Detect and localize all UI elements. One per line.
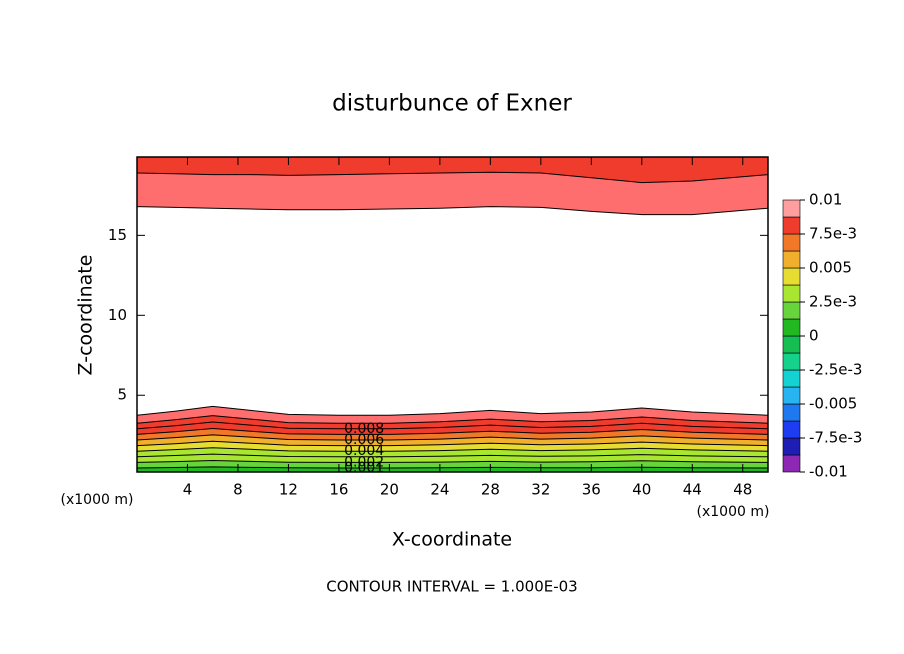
- colorbar-box: [782, 437, 801, 456]
- x-tick-label: 4: [183, 481, 193, 499]
- contour-label: 0.004: [344, 443, 384, 459]
- contour-fill: [137, 172, 768, 215]
- colorbar-box: [782, 335, 801, 354]
- x-tick-label: 48: [733, 481, 752, 499]
- y-tick-label: 10: [108, 306, 127, 324]
- contour-fill: [137, 157, 768, 183]
- colorbar-tick-label: 0: [809, 327, 819, 345]
- contour-fill: [137, 454, 768, 463]
- footnote: CONTOUR INTERVAL = 1.000E-03: [326, 578, 577, 596]
- contour-line: [137, 171, 768, 184]
- colorbar-box: [782, 233, 801, 252]
- contour-label: 0.001: [344, 460, 384, 476]
- contour-label: 0.008: [344, 421, 384, 437]
- x-tick-label: 40: [632, 481, 651, 499]
- colorbar-box: [782, 420, 801, 439]
- contour-fill: [137, 422, 768, 435]
- colorbar-box: [782, 199, 801, 218]
- plot-frame: [136, 156, 769, 473]
- colorbar-tick-label: 2.5e-3: [809, 293, 857, 311]
- colorbar-box: [782, 284, 801, 303]
- colorbar-tick-label: -0.01: [809, 463, 848, 481]
- colorbar-box: [782, 386, 801, 405]
- x-tick-label: 32: [531, 481, 550, 499]
- y-axis-label: Z-coordinate: [75, 255, 97, 376]
- colorbar-box: [782, 216, 801, 235]
- colorbar-box: [782, 369, 801, 388]
- x-tick-label: 12: [279, 481, 298, 499]
- contour-line: [137, 415, 768, 424]
- colorbar-tick-label: 0.005: [809, 259, 852, 277]
- y-tick-label: 15: [108, 226, 127, 244]
- contour-line: [137, 206, 768, 216]
- colorbar-box: [782, 454, 801, 473]
- contour-line: [137, 405, 768, 416]
- contour-label: 0.002: [344, 454, 384, 470]
- y-tick-label: 5: [117, 386, 127, 404]
- contour-line: [137, 434, 768, 441]
- colorbar-box: [782, 301, 801, 320]
- colorbar-box: [782, 352, 801, 371]
- colorbar-tick-label: -2.5e-3: [809, 361, 862, 379]
- x-tick-label: 24: [430, 481, 449, 499]
- contour-line: [137, 427, 768, 435]
- x-tick-label: 8: [233, 481, 243, 499]
- x-tick-label: 16: [329, 481, 348, 499]
- colorbar-box: [782, 318, 801, 337]
- colorbar-tick-label: -7.5e-3: [809, 429, 862, 447]
- contour-line: [137, 421, 768, 430]
- contour-line: [137, 459, 768, 463]
- colorbar-tick-label: 0.01: [809, 191, 842, 209]
- contour-label: 0.006: [344, 432, 384, 448]
- contour-fill: [137, 415, 768, 429]
- contour-line: [137, 466, 768, 469]
- colorbar-tick-label: -0.005: [809, 395, 857, 413]
- x-unit-label: (x1000 m): [61, 492, 134, 508]
- colorbar-box: [782, 267, 801, 286]
- chart-title: disturbunce of Exner: [332, 91, 572, 117]
- x-tick-label: 28: [481, 481, 500, 499]
- contour-line: [137, 440, 768, 447]
- contour-line: [137, 453, 768, 458]
- colorbar-box: [782, 250, 801, 269]
- colorbar-box: [782, 403, 801, 422]
- colorbar-tick-label: 7.5e-3: [809, 225, 857, 243]
- x-tick-label: 44: [683, 481, 702, 499]
- x-tick-label: 36: [582, 481, 601, 499]
- x-tick-label: 20: [380, 481, 399, 499]
- x-axis-label: X-coordinate: [392, 529, 512, 551]
- contour-line: [137, 447, 768, 452]
- x-unit-label: (x1000 m): [697, 504, 770, 520]
- contour-fill: [137, 447, 768, 457]
